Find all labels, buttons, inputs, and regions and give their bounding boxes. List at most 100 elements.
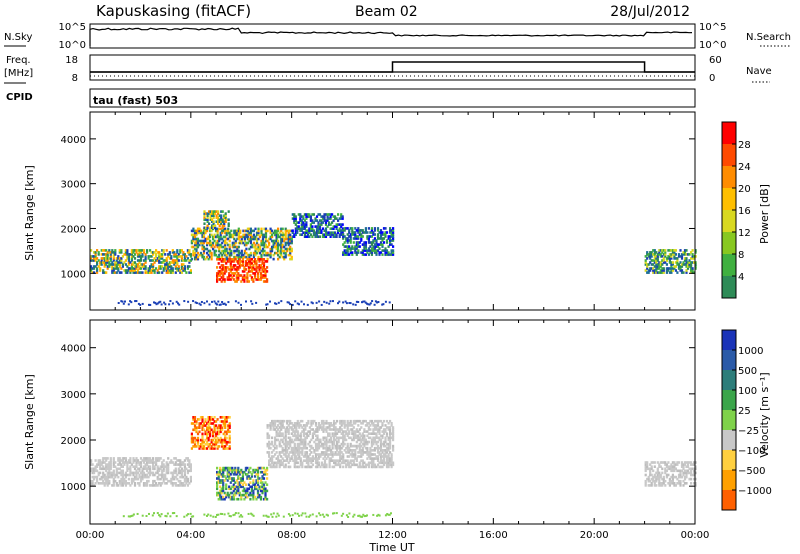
power-cell (298, 303, 300, 306)
velocity-cell (280, 424, 283, 427)
power-cell (213, 253, 216, 257)
power-cell (306, 233, 309, 236)
velocity-cell (190, 422, 193, 425)
velocity-cell (360, 453, 363, 456)
power-cell (229, 274, 232, 277)
velocity-cell (139, 477, 143, 481)
power-cell (177, 265, 180, 268)
velocity-cell (252, 483, 255, 486)
velocity-cell (316, 436, 319, 440)
velocity-cell (210, 418, 213, 421)
velocity-cell (240, 485, 243, 489)
power-cell (392, 249, 395, 252)
velocity-cell (124, 484, 127, 487)
velocity-cell (182, 475, 185, 479)
power-cell (294, 229, 297, 232)
power-cell (221, 241, 224, 245)
velocity-cell (209, 420, 212, 423)
power-cell (218, 303, 221, 306)
power-cell (647, 271, 650, 274)
velocity-cell (152, 461, 155, 464)
velocity-cell (278, 453, 281, 456)
velocity-cell (693, 463, 696, 466)
velocity-cell (367, 440, 370, 444)
power-cell (369, 245, 372, 248)
velocity-cell (351, 453, 354, 456)
power-cell (126, 269, 129, 272)
velocity-cell (686, 471, 690, 475)
velocity-cell (212, 447, 215, 450)
velocity-cell (378, 514, 381, 517)
velocity-cell (682, 467, 685, 471)
power-cell (376, 227, 380, 230)
power-cell (248, 239, 251, 243)
x-tick-label: 08:00 (277, 530, 306, 541)
velocity-cell (283, 442, 286, 446)
velocity-cell (333, 436, 336, 440)
velocity-cell (381, 430, 384, 433)
velocity-cell (204, 447, 207, 450)
velocity-cell (655, 475, 658, 479)
velocity-cell (376, 444, 380, 448)
velocity-cell (232, 514, 235, 517)
power-cell (199, 251, 203, 255)
velocity-cell (277, 424, 280, 427)
power-cell (237, 233, 240, 237)
power-cell (195, 257, 198, 261)
velocity-cell (173, 469, 176, 473)
velocity-cell (379, 453, 383, 456)
power-cell (693, 271, 696, 274)
velocity-cell (261, 487, 264, 491)
power-cell (122, 302, 125, 305)
power-cell (670, 267, 673, 270)
velocity-cell (310, 424, 313, 427)
velocity-cell (298, 438, 301, 442)
power-cell (688, 261, 691, 264)
power-cell (174, 265, 177, 268)
power-cell (202, 249, 206, 253)
power-cell (228, 272, 231, 275)
power-cell (218, 253, 221, 257)
velocity-cell (247, 468, 250, 472)
velocity-cell (275, 432, 278, 435)
power-cell (264, 243, 268, 247)
power-cell (659, 271, 662, 274)
velocity-cell (296, 432, 299, 435)
power-cell (280, 245, 283, 249)
power-cell (264, 253, 268, 257)
power-cell (364, 245, 367, 248)
velocity-cell (685, 475, 688, 479)
power-cell (223, 258, 226, 261)
power-cell (218, 214, 221, 217)
velocity-cell (183, 471, 186, 475)
power-cell (289, 303, 292, 306)
velocity-cell (189, 469, 192, 473)
power-cell (183, 257, 186, 260)
velocity-cell (246, 477, 249, 480)
velocity-cell (668, 467, 671, 471)
velocity-cell (159, 465, 162, 468)
velocity-cell (644, 479, 647, 483)
velocity-cell (392, 434, 395, 438)
velocity-cell (162, 467, 165, 471)
velocity-cell (650, 484, 653, 487)
velocity-cell (653, 484, 656, 487)
velocity-cell (376, 419, 380, 423)
power-cell (133, 267, 137, 270)
velocity-cell (225, 432, 228, 436)
velocity-cell (225, 436, 228, 440)
velocity-cell (219, 424, 222, 427)
velocity-cell (271, 424, 274, 427)
velocity-cell (314, 459, 318, 462)
velocity-cell (201, 432, 204, 436)
power-cell (215, 220, 218, 223)
power-cell (209, 243, 212, 247)
velocity-cell (185, 457, 188, 460)
power-cell (129, 300, 132, 303)
power-cell (201, 243, 204, 247)
power-cell (355, 243, 358, 246)
power-cell (245, 247, 248, 251)
velocity-cell (662, 477, 665, 481)
velocity-cell (266, 434, 269, 438)
velocity-cell (258, 495, 261, 499)
